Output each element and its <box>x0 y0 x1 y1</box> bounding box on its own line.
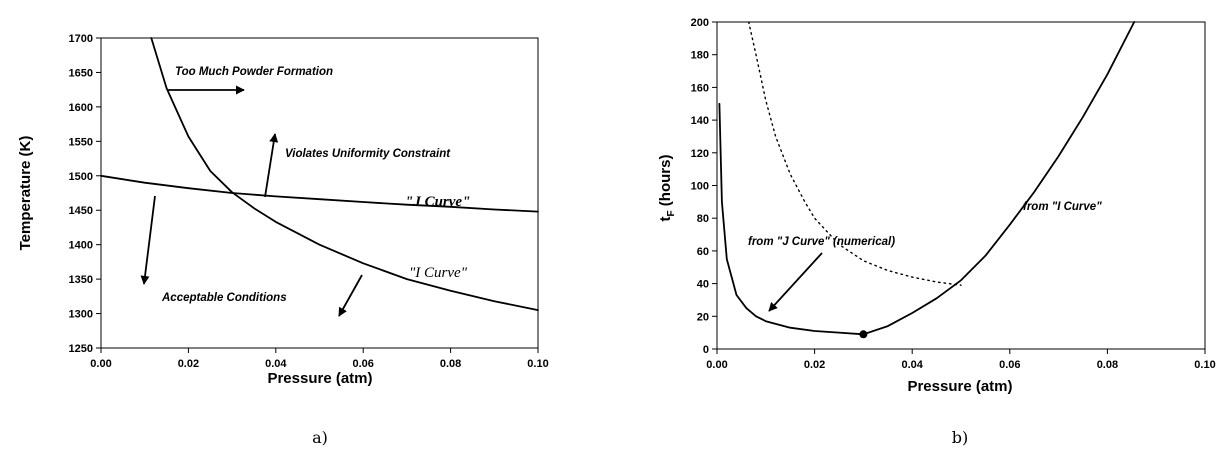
y-tick-label: 200 <box>691 17 709 29</box>
chart-a-y-ticks: 1250 1300 1350 1400 1450 1500 1550 1600 1650 1700 <box>69 33 101 355</box>
chart-b-y-axis-label-rest: (hours) <box>657 155 674 211</box>
chart-b-series <box>718 21 1136 339</box>
y-tick-label: 60 <box>697 246 709 258</box>
y-tick-label: 1250 <box>69 343 93 355</box>
y-tick-label: 1700 <box>69 33 93 45</box>
y-tick-label: 1550 <box>69 136 93 148</box>
chart-b-x-ticks: 0.00 0.02 0.04 0.06 0.08 0.10 <box>706 349 1216 371</box>
y-tick-label: 20 <box>697 311 709 323</box>
annotation-acceptable: Acceptable Conditions <box>161 292 287 304</box>
series-line-0 <box>100 174 539 213</box>
annotation-powder-formation: Too Much Powder Formation <box>175 66 333 78</box>
y-tick-label: 120 <box>691 148 709 160</box>
x-tick-label: 0.00 <box>706 359 727 371</box>
chart-a-x-axis-label: Pressure (atm) <box>267 370 372 387</box>
arrow-uniformity <box>264 133 279 198</box>
y-tick-label: 80 <box>697 213 709 225</box>
chart-b-plot-frame <box>716 21 1206 350</box>
y-tick-label: 1300 <box>69 309 93 321</box>
label-from-i-curve: from "I Curve" <box>1023 201 1102 213</box>
chart-a: 1250 1300 1350 1400 1450 1500 1550 1600 1650 1700… <box>17 33 549 447</box>
y-tick-label: 0 <box>703 344 709 356</box>
x-tick-label: 0.02 <box>178 358 199 370</box>
y-tick-label: 140 <box>691 115 709 127</box>
series-line-1 <box>150 37 539 312</box>
chart-a-panel-label: a) <box>312 428 328 447</box>
y-tick-label: 1350 <box>69 274 93 286</box>
chart-b-y-axis-label-sub: F <box>666 210 677 216</box>
x-tick-label: 0.08 <box>440 358 461 370</box>
y-tick-label: 40 <box>697 279 709 291</box>
x-tick-label: 0.08 <box>1097 359 1118 371</box>
x-tick-label: 0.00 <box>90 358 111 370</box>
chart-b-y-axis-label: tF (hours) <box>657 155 677 222</box>
annotation-uniformity: Violates Uniformity Constraint <box>285 148 451 160</box>
y-tick-label: 1600 <box>69 102 93 114</box>
label-i-curve: "I Curve" <box>409 265 468 281</box>
chart-a-y-axis-label: Temperature (K) <box>17 136 34 251</box>
x-tick-label: 0.10 <box>527 358 548 370</box>
chart-b-y-ticks: 0 20 40 60 80 100 120 140 160 180 200 <box>691 17 717 356</box>
y-tick-label: 1650 <box>69 67 93 79</box>
y-tick-label: 160 <box>691 82 709 94</box>
chart-b-x-axis-label: Pressure (atm) <box>907 378 1012 395</box>
x-tick-label: 0.04 <box>901 359 923 371</box>
chart-b-y-axis-label-main: t <box>657 216 674 221</box>
chart-b-panel-label: b) <box>952 428 968 447</box>
arrow-from-j-curve <box>768 252 823 312</box>
optimum-point <box>859 330 868 339</box>
chart-a-plot-frame <box>100 37 539 349</box>
x-tick-label: 0.10 <box>1194 359 1215 371</box>
y-tick-label: 1450 <box>69 205 93 217</box>
y-tick-label: 180 <box>691 50 709 62</box>
y-tick-label: 1500 <box>69 171 93 183</box>
x-tick-label: 0.02 <box>804 359 825 371</box>
series-line-2 <box>748 21 962 286</box>
x-tick-label: 0.04 <box>265 358 287 370</box>
chart-b: 0 20 40 60 80 100 120 140 160 180 200 0.00 0.02 0.04… <box>657 17 1216 447</box>
y-tick-label: 1400 <box>69 240 93 252</box>
label-from-j-curve: from "J Curve" (numerical) <box>748 236 895 248</box>
arrow-acceptable-right <box>338 274 363 317</box>
x-tick-label: 0.06 <box>999 359 1020 371</box>
y-tick-label: 100 <box>691 181 709 193</box>
series-line-1 <box>862 21 1136 336</box>
arrow-acceptable-left <box>140 195 156 285</box>
chart-a-series <box>100 37 539 312</box>
label-j-curve: "J Curve" <box>405 194 470 210</box>
series-line-0 <box>718 102 865 336</box>
x-tick-label: 0.06 <box>352 358 373 370</box>
chart-a-x-ticks: 0.00 0.02 0.04 0.06 0.08 0.10 <box>90 348 549 370</box>
